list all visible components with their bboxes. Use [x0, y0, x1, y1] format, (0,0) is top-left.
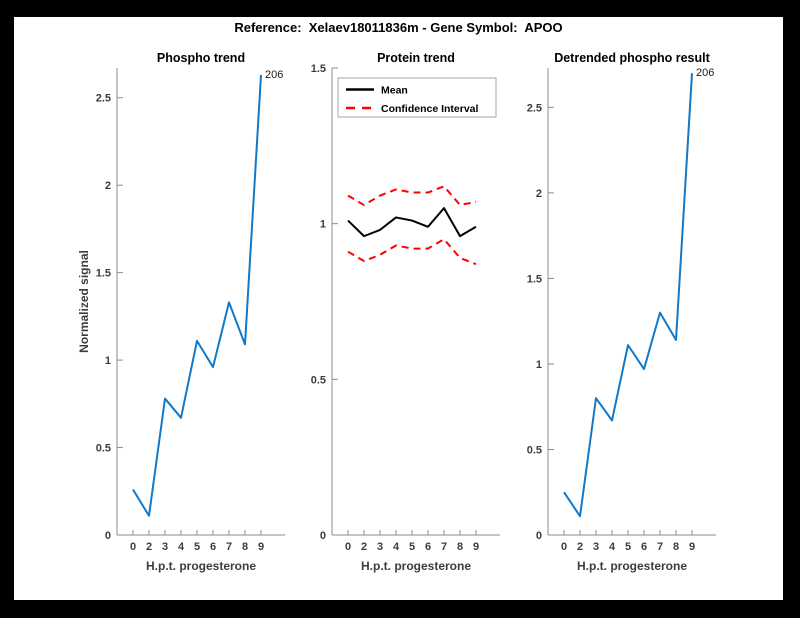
- x-axis-label: H.p.t. progesterone: [146, 559, 256, 573]
- svg-text:0: 0: [130, 541, 136, 553]
- x-axis-label: H.p.t. progesterone: [577, 559, 687, 573]
- series-lines: [347, 185, 477, 266]
- svg-text:9: 9: [258, 541, 264, 553]
- svg-text:6: 6: [641, 541, 647, 553]
- svg-text:0: 0: [345, 541, 351, 553]
- subplot-title: Protein trend: [377, 51, 455, 65]
- series-mean: [347, 207, 477, 238]
- svg-text:7: 7: [226, 541, 232, 553]
- series-lines: [132, 74, 262, 517]
- svg-text:5: 5: [409, 541, 415, 553]
- svg-text:Confidence Interval: Confidence Interval: [381, 103, 479, 115]
- svg-text:0.5: 0.5: [527, 444, 542, 456]
- svg-text:1.5: 1.5: [311, 63, 326, 75]
- svg-text:7: 7: [441, 541, 447, 553]
- x-axis-label: H.p.t. progesterone: [361, 559, 471, 573]
- svg-text:9: 9: [689, 541, 695, 553]
- svg-text:4: 4: [609, 541, 616, 553]
- svg-text:1: 1: [536, 359, 542, 371]
- svg-text:7: 7: [657, 541, 663, 553]
- svg-text:0: 0: [105, 530, 111, 542]
- svg-text:2: 2: [536, 188, 542, 200]
- axes: [116, 68, 285, 536]
- svg-text:6: 6: [210, 541, 216, 553]
- svg-text:9: 9: [473, 541, 479, 553]
- series-phospho-signal: [132, 74, 262, 517]
- svg-text:8: 8: [673, 541, 679, 553]
- series-confidence-interval-lower: [347, 238, 477, 266]
- svg-text:Mean: Mean: [381, 85, 408, 97]
- figure-title: Reference: Xelaev18011836m - Gene Symbol…: [234, 20, 563, 35]
- svg-text:6: 6: [425, 541, 431, 553]
- svg-text:2: 2: [105, 180, 111, 192]
- svg-text:4: 4: [393, 541, 400, 553]
- svg-text:0: 0: [320, 530, 326, 542]
- series-detrended-phospho-signal: [563, 73, 693, 518]
- svg-text:2: 2: [577, 541, 583, 553]
- svg-text:5: 5: [194, 541, 200, 553]
- svg-text:1.5: 1.5: [527, 273, 542, 285]
- svg-text:1: 1: [320, 219, 326, 231]
- y-axis-ticks: 0 0.5 1 1.5 2 2.5: [96, 93, 123, 542]
- axes: [331, 68, 500, 536]
- axes: [547, 68, 716, 536]
- svg-text:2.5: 2.5: [96, 93, 111, 105]
- svg-text:2: 2: [361, 541, 367, 553]
- svg-text:0.5: 0.5: [311, 374, 326, 386]
- svg-text:3: 3: [377, 541, 383, 553]
- svg-text:0: 0: [561, 541, 567, 553]
- point-label: 206: [696, 67, 714, 79]
- y-axis-label: Normalized signal: [77, 250, 91, 353]
- subplot-title: Detrended phospho result: [554, 51, 710, 65]
- y-axis-ticks: 0 0.5 1 1.5: [311, 63, 338, 542]
- svg-text:2.5: 2.5: [527, 102, 542, 114]
- legend: Mean Confidence Interval: [337, 77, 497, 118]
- svg-text:0: 0: [536, 530, 542, 542]
- subplot-title: Phospho trend: [157, 51, 245, 65]
- svg-text:3: 3: [162, 541, 168, 553]
- svg-text:2: 2: [146, 541, 152, 553]
- svg-text:3: 3: [593, 541, 599, 553]
- svg-text:4: 4: [178, 541, 185, 553]
- series-lines: [563, 73, 693, 518]
- svg-text:8: 8: [457, 541, 463, 553]
- svg-text:0.5: 0.5: [96, 443, 111, 455]
- svg-text:8: 8: [242, 541, 248, 553]
- svg-text:5: 5: [625, 541, 631, 553]
- svg-text:1.5: 1.5: [96, 268, 111, 280]
- series-confidence-interval-upper: [347, 185, 477, 206]
- y-axis-ticks: 0 0.5 1 1.5 2 2.5: [527, 102, 554, 542]
- svg-text:1: 1: [105, 355, 111, 367]
- point-label: 206: [265, 69, 283, 81]
- figure-canvas: Reference: Xelaev18011836m - Gene Symbol…: [14, 17, 783, 600]
